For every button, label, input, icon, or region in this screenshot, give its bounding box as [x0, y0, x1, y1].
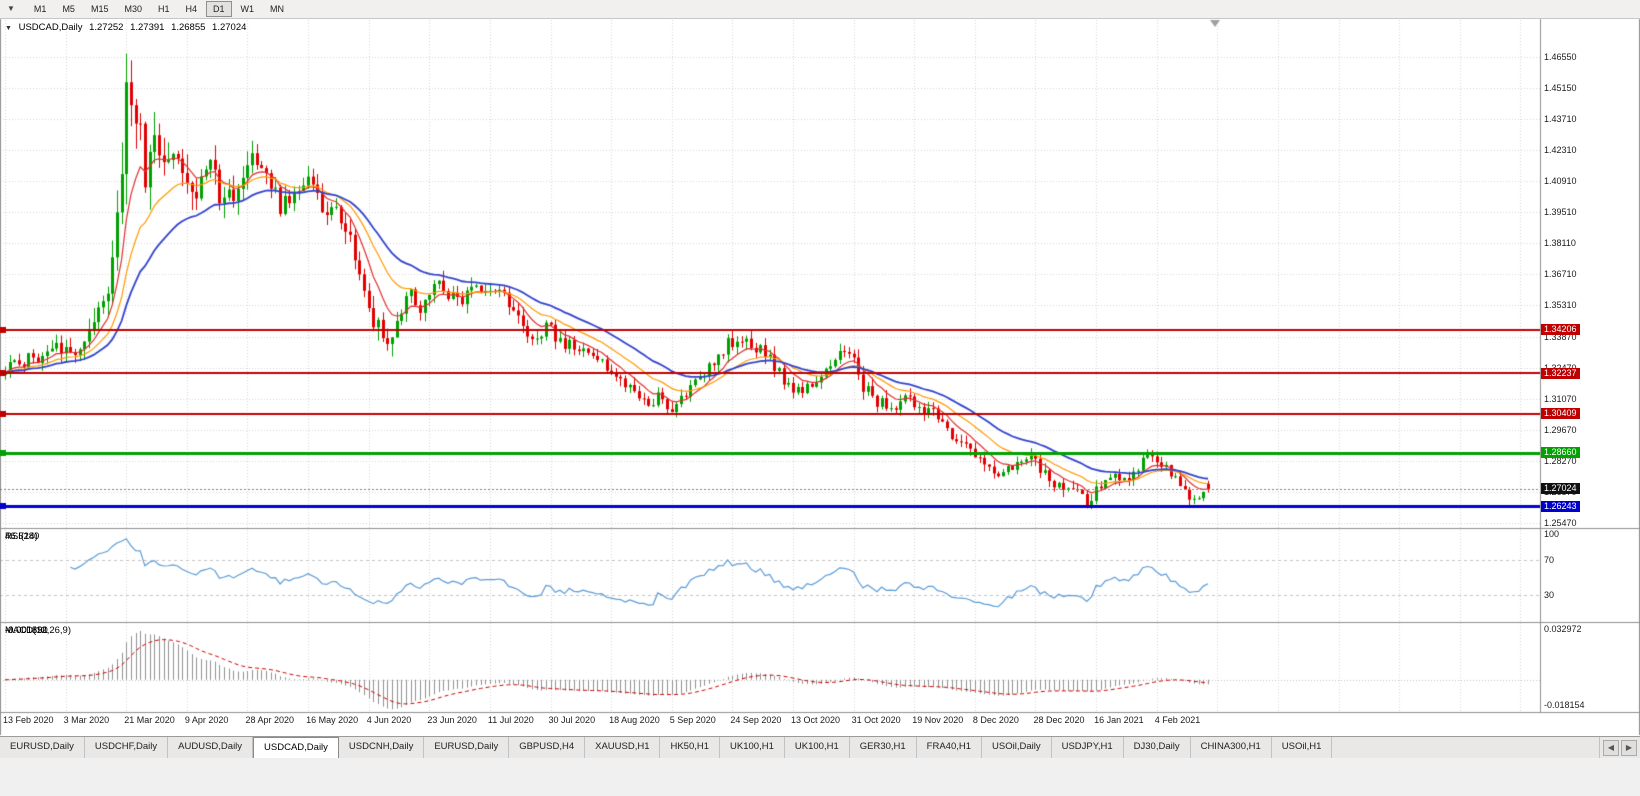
tab-item[interactable]: HK50,H1	[660, 737, 721, 758]
tab-item[interactable]: USDJPY,H1	[1052, 737, 1124, 758]
timeframe-button-m30[interactable]: M30	[117, 1, 149, 17]
timeframe-button-d1[interactable]: D1	[206, 1, 232, 17]
tab-item[interactable]: XAUUSD,H1	[585, 737, 661, 758]
tab-item[interactable]: CHINA300,H1	[1191, 737, 1272, 758]
timeframe-button-mn[interactable]: MN	[263, 1, 291, 17]
timeframe-button-m15[interactable]: M15	[84, 1, 116, 17]
tab-scroll-arrows: ◀ ▶	[1599, 737, 1640, 758]
tab-item[interactable]: UK100,H1	[785, 737, 850, 758]
tab-item[interactable]: USOil,Daily	[982, 737, 1052, 758]
tab-item[interactable]: GER30,H1	[850, 737, 917, 758]
timeframe-button-h1[interactable]: H1	[151, 1, 177, 17]
symbol-dropdown-icon[interactable]: ▼	[5, 25, 12, 32]
tab-item[interactable]: FRA40,H1	[917, 737, 983, 758]
timeframe-button-w1[interactable]: W1	[234, 1, 262, 17]
tab-item[interactable]: USDCNH,Daily	[339, 737, 425, 758]
timeframe-button-m5[interactable]: M5	[55, 1, 82, 17]
timeframe-button-h4[interactable]: H4	[179, 1, 205, 17]
tab-item[interactable]: DJ30,Daily	[1124, 737, 1191, 758]
symbol-tabs: EURUSD,Daily USDCHF,Daily AUDUSD,Daily USDC…	[0, 737, 1599, 758]
chart-type-dropdown-icon[interactable]: ▼	[2, 1, 20, 17]
symbol-tab-bar: EURUSD,Daily USDCHF,Daily AUDUSD,Daily USDC…	[0, 736, 1640, 758]
tab-scroll-right-button[interactable]: ▶	[1621, 739, 1637, 756]
tab-item[interactable]: EURUSD,Daily	[424, 737, 510, 758]
tab-item[interactable]: USOil,H1	[1272, 737, 1333, 758]
tab-item[interactable]: EURUSD,Daily	[0, 737, 85, 758]
tab-scroll-left-button[interactable]: ◀	[1603, 739, 1619, 756]
tab-item[interactable]: AUDUSD,Daily	[168, 737, 254, 758]
tab-item[interactable]: GBPUSD,H4	[509, 737, 586, 758]
tab-item[interactable]: UK100,H1	[720, 737, 785, 758]
tab-item[interactable]: USDCHF,Daily	[85, 737, 169, 758]
timeframe-button-m1[interactable]: M1	[27, 1, 54, 17]
tab-item[interactable]: USDCAD,Daily	[253, 737, 339, 758]
timeframe-toolbar: ▼ M1 M5 M15 M30 H1 H4 D1 W1 MN	[0, 0, 1640, 19]
